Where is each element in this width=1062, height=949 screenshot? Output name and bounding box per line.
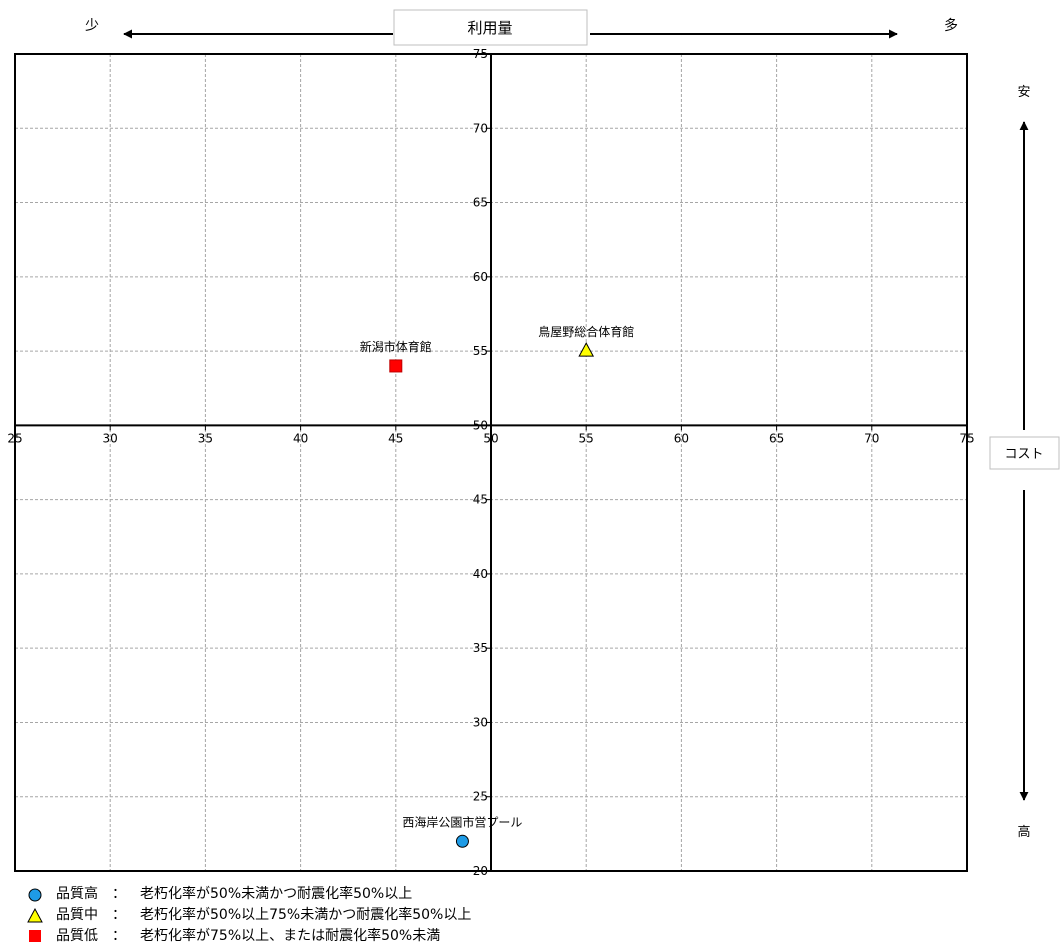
legend-item: 品質低 ： 老朽化率が75%以上、または耐震化率50%未満 — [26, 926, 471, 947]
x-tick-label: 30 — [103, 431, 118, 445]
point-label: 西海岸公園市営プール — [402, 814, 522, 829]
x-tick-label: 35 — [198, 431, 213, 445]
y-tick-label: 25 — [473, 790, 488, 804]
point-triangle — [578, 342, 595, 357]
legend-item: 品質高 ： 老朽化率が50%未満かつ耐震化率50%以上 — [26, 884, 471, 905]
y-tick-label: 70 — [473, 121, 488, 135]
y-label-box — [989, 436, 1060, 470]
legend-description: 老朽化率が75%以上、または耐震化率50%未満 — [140, 928, 441, 944]
legend: 品質高 ： 老朽化率が50%未満かつ耐震化率50%以上品質中 ： 老朽化率が50%以上7… — [26, 884, 471, 947]
x-tick-label: 70 — [864, 431, 879, 445]
y-tick-label: 75 — [473, 47, 488, 61]
legend-description: 老朽化率が50%未満かつ耐震化率50%以上 — [140, 886, 413, 902]
legend-description: 老朽化率が50%以上75%未満かつ耐震化率50%以上 — [140, 907, 472, 923]
y-high-label: 安 — [1017, 85, 1030, 100]
legend-circle-icon — [28, 888, 42, 901]
legend-triangle-icon — [27, 907, 43, 922]
y-tick-label: 20 — [473, 864, 488, 878]
legend-separator: ： — [112, 928, 126, 944]
legend-separator: ： — [112, 886, 126, 902]
y-tick-label: 35 — [473, 641, 488, 655]
x-tick-label: 25 — [7, 431, 22, 445]
y-tick-label: 40 — [473, 567, 488, 581]
x-label-box — [393, 9, 588, 46]
y-tick-label: 65 — [473, 196, 488, 210]
x-tick-label: 65 — [769, 431, 784, 445]
legend-label: 品質高 — [56, 886, 98, 902]
y-tick-label: 45 — [473, 493, 488, 507]
x-tick-label: 40 — [293, 431, 308, 445]
y-tick-label: 30 — [473, 715, 488, 729]
point-label: 鳥屋野総合体育館 — [538, 324, 634, 339]
x-tick-label: 55 — [579, 431, 594, 445]
point-circle — [455, 834, 469, 848]
legend-item: 品質中 ： 老朽化率が50%以上75%未満かつ耐震化率50%以上 — [26, 905, 471, 926]
legend-separator: ： — [112, 907, 126, 923]
x-low-label: 少 — [85, 18, 99, 34]
legend-square-icon — [29, 929, 41, 942]
y-low-label: 高 — [1017, 824, 1030, 840]
y-tick-label: 50 — [473, 418, 488, 432]
y-tick-label: 60 — [473, 270, 488, 284]
legend-label: 品質低 — [56, 928, 98, 944]
x-axis-label: 利用量 — [467, 19, 512, 37]
x-tick-label: 60 — [674, 431, 689, 445]
x-tick-label: 75 — [959, 431, 974, 445]
legend-label: 品質中 — [56, 907, 98, 923]
point-square — [389, 359, 403, 373]
y-axis-label: コスト — [1004, 447, 1043, 462]
x-tick-label: 50 — [483, 431, 498, 445]
point-label: 新潟市体育館 — [360, 339, 432, 354]
y-tick-label: 55 — [473, 344, 488, 358]
x-tick-label: 45 — [388, 431, 403, 445]
x-high-label: 多 — [944, 17, 958, 34]
